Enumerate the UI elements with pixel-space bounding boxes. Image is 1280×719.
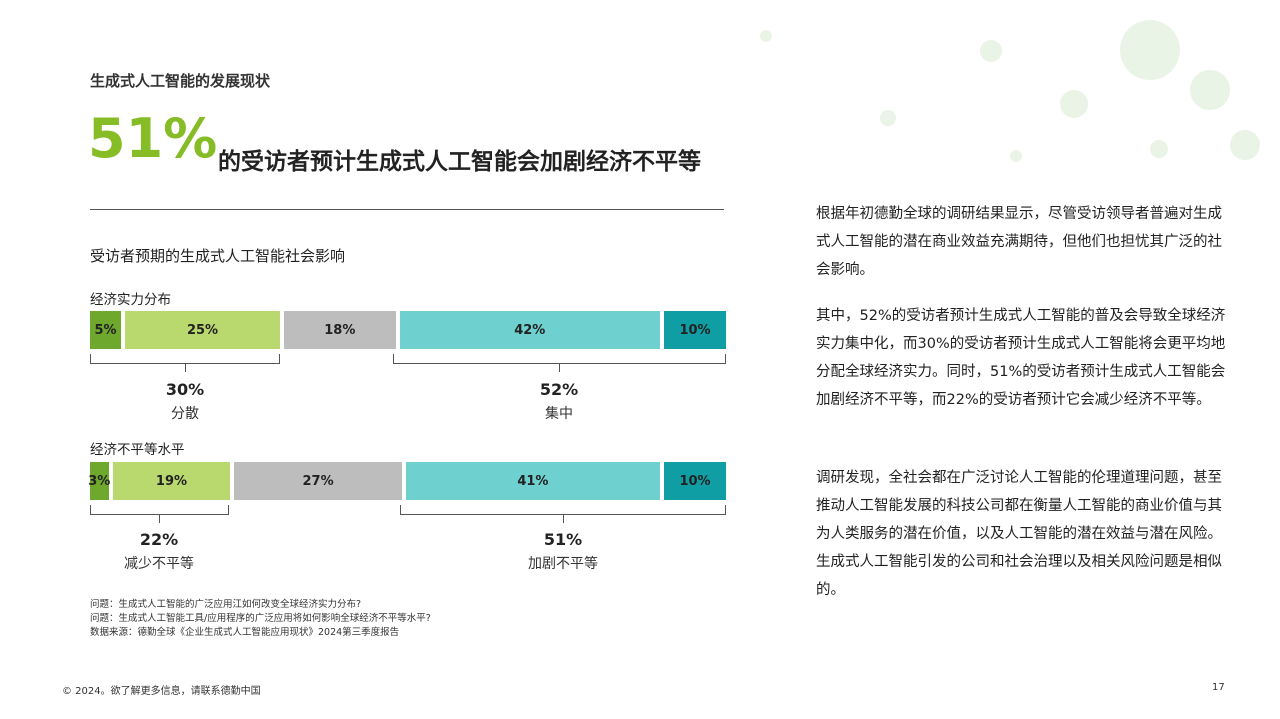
- group-label: 减少不平等: [124, 556, 194, 572]
- bar-economic-inequality: 3% 19% 27% 41% 10%: [88, 462, 726, 500]
- bar-segment: 27%: [234, 462, 402, 500]
- bar-segment: 41%: [405, 462, 660, 500]
- group-percent: 22%: [139, 530, 179, 549]
- body-paragraph-1: 根据年初德勤全球的调研结果显示，尽管受访领导者普遍对生成式人工智能的潜在商业效益…: [816, 206, 1222, 278]
- bar-value-label: 3%: [88, 473, 111, 489]
- group-percent: 51%: [543, 530, 583, 549]
- note-question-1: 问题：生成式人工智能的广泛应用江如何改变全球经济实力分布?: [90, 599, 362, 610]
- section-title: 生成式人工智能的发展现状: [90, 72, 271, 90]
- bar-segment: 3%: [88, 462, 111, 500]
- bar-value-label: 42%: [514, 322, 546, 338]
- bar-segment: 10%: [664, 311, 726, 349]
- bar-segment: 10%: [664, 462, 726, 500]
- bar-value-label: 27%: [302, 473, 334, 489]
- group-label: 加剧不平等: [528, 556, 598, 572]
- bar-economic-power: 5% 25% 18% 42% 10%: [90, 311, 726, 349]
- bar-value-label: 25%: [186, 322, 219, 338]
- chart-title: 受访者预期的生成式人工智能社会影响: [90, 247, 346, 265]
- bar-segment: 19%: [112, 462, 231, 500]
- note-source: 数据来源：德勤全球《企业生成式人工智能应用现状》2024第三季度报告: [90, 627, 400, 638]
- headline-percent: 51%: [88, 107, 218, 170]
- bar-segment: 42%: [399, 311, 660, 349]
- chart-notes: 问题：生成式人工智能的广泛应用江如何改变全球经济实力分布? 问题：生成式人工智能…: [90, 598, 431, 640]
- bar-value-label: 10%: [679, 322, 711, 338]
- page-number: 17: [1212, 682, 1225, 693]
- bar-value-label: 41%: [517, 473, 549, 489]
- footer-copyright: © 2024。欲了解更多信息，请联系德勤中国: [62, 686, 261, 697]
- row-label-economic-inequality: 经济不平等水平: [90, 442, 185, 458]
- group-percent: 52%: [539, 380, 579, 399]
- bar-value-label: 19%: [155, 473, 188, 489]
- bar-segment: 25%: [125, 311, 280, 349]
- body-paragraph-3: 调研发现，全社会都在广泛讨论人工智能的伦理道理问题，甚至推动人工智能发展的科技公…: [816, 470, 1222, 598]
- bar-segment: 18%: [284, 311, 396, 349]
- group-percent: 30%: [165, 380, 205, 399]
- bar-segment: 5%: [90, 311, 121, 349]
- headline-text: 的受访者预计生成式人工智能会加剧经济不平等: [218, 149, 701, 175]
- body-paragraph-2: 其中，52%的受访者预计生成式人工智能的普及会导致全球经济实力集中化，而30%的…: [816, 308, 1226, 408]
- group-label: 集中: [545, 406, 573, 422]
- divider: [90, 209, 724, 210]
- bar-value-label: 5%: [94, 322, 117, 338]
- note-question-2: 问题：生成式人工智能工具/应用程序的广泛应用将如何影响全球经济不平等水平?: [90, 613, 431, 624]
- row-label-economic-power: 经济实力分布: [90, 292, 171, 308]
- bar-value-label: 10%: [679, 473, 711, 489]
- group-label: 分散: [171, 406, 199, 422]
- bar-value-label: 18%: [324, 322, 356, 338]
